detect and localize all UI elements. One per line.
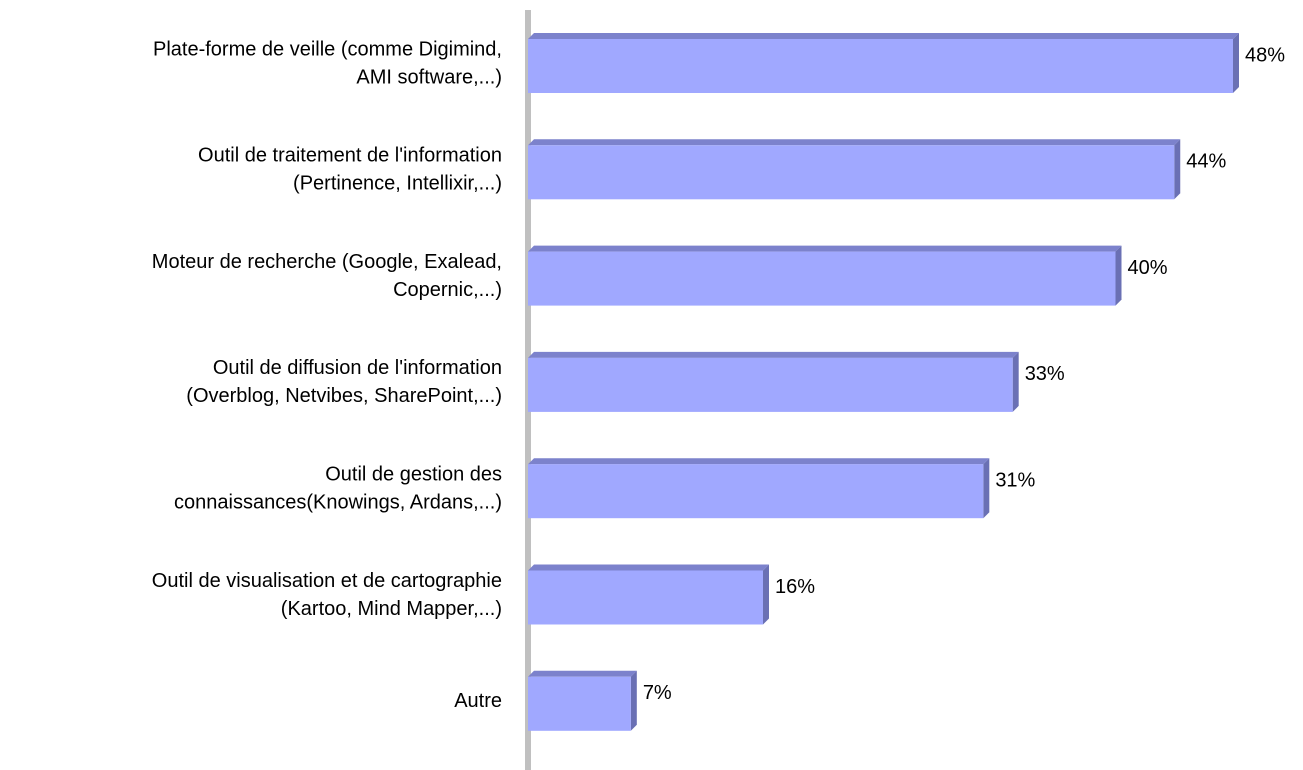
value-label: 33%	[1025, 363, 1065, 385]
bar	[528, 464, 984, 519]
y-tick-label: (Pertinence, Intellixir,...)	[293, 173, 502, 195]
y-tick-label: AMI software,...)	[356, 66, 502, 88]
bar	[528, 570, 763, 625]
bar	[528, 145, 1175, 200]
bar-top	[528, 139, 1181, 146]
bar	[528, 676, 631, 731]
bar-top	[528, 458, 990, 465]
bar-side	[1174, 139, 1181, 200]
y-tick-label: Autre	[454, 690, 502, 712]
bar-side	[1233, 33, 1239, 93]
value-label: 31%	[995, 469, 1035, 491]
bar-side	[630, 670, 637, 731]
value-label: 40%	[1128, 257, 1168, 279]
bar-top	[528, 564, 769, 571]
y-tick-label: Moteur de recherche (Google, Exalead,	[152, 251, 502, 273]
value-label: 7%	[643, 682, 672, 704]
y-tick-label: Outil de traitement de l'information	[198, 145, 502, 167]
bar	[528, 39, 1233, 93]
bar-top	[528, 351, 1019, 358]
bar	[528, 357, 1013, 412]
bar-top	[528, 33, 1239, 39]
y-tick-label: Outil de gestion des	[325, 463, 502, 485]
y-tick-label: (Kartoo, Mind Mapper,...)	[281, 598, 502, 620]
y-tick-label: Copernic,...)	[393, 279, 502, 301]
bar-side	[983, 458, 990, 519]
y-tick-label: Outil de visualisation et de cartographi…	[152, 570, 502, 592]
y-tick-label: connaissances(Knowings, Ardans,...)	[174, 491, 502, 513]
value-label: 44%	[1186, 151, 1226, 173]
y-tick-label: Outil de diffusion de l'information	[213, 357, 502, 379]
bar-top	[528, 245, 1122, 252]
bar-side	[1012, 351, 1019, 412]
bar-top	[528, 670, 637, 677]
value-label: 48%	[1245, 44, 1285, 66]
value-label: 16%	[775, 576, 815, 598]
y-tick-label: Plate-forme de veille (comme Digimind,	[153, 38, 502, 60]
y-tick-label: (Overblog, Netvibes, SharePoint,...)	[186, 385, 502, 407]
bar-side	[1115, 245, 1122, 306]
bar-side	[763, 564, 769, 625]
bar	[528, 251, 1116, 306]
